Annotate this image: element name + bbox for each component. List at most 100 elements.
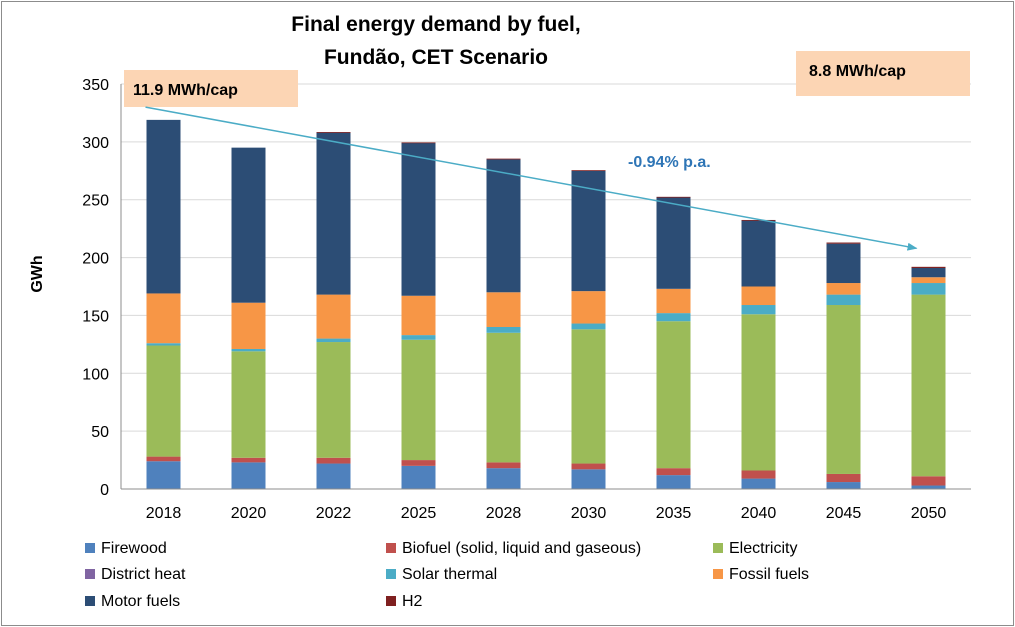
bar-segment [741,314,776,471]
y-tick-label: 50 [91,424,109,441]
legend-entry: H2 [402,593,423,610]
bar-segment [146,456,181,462]
end-per-capita-label: 8.8 MWh/cap [809,63,906,80]
bar-segment [911,283,946,295]
x-tick-label: 2028 [486,505,522,522]
bar-segment [826,242,861,244]
chart-title-line-2: Fundão, CET Scenario [324,46,548,69]
legend-entry: Solar thermal [402,566,497,583]
x-tick-label: 2018 [146,505,182,522]
bar-segment [571,170,606,172]
bar-segment [826,294,861,306]
bar-segment [826,283,861,295]
bar-segment [741,470,776,479]
bar-segment [826,482,861,489]
legend-swatch [386,596,396,606]
bar-segment [486,158,521,160]
bar-segment [316,463,351,489]
bar-segment [146,293,181,344]
bars [146,119,946,489]
legend-entry: Fossil fuels [729,566,809,583]
bar-segment [401,295,436,336]
bar-segment [146,345,181,457]
bar-segment [401,143,436,296]
end-callout-box [796,51,970,96]
start-per-capita-label: 11.9 MWh/cap [133,82,238,99]
bar-segment [401,460,436,466]
legend-swatch [85,596,95,606]
bar-segment [571,463,606,470]
y-tick-label: 0 [100,482,109,499]
start-callout-box [124,70,298,107]
y-tick-label: 200 [82,251,109,268]
bar-segment [316,132,351,295]
legend-swatch [85,543,95,553]
x-tick-label: 2045 [826,505,862,522]
bar-segment [911,476,946,486]
chart-title-line-1: Final energy demand by fuel, [291,13,580,36]
y-tick-label: 350 [82,77,109,94]
x-tick-label: 2050 [911,505,947,522]
bar-segment [911,485,946,489]
legend-swatch [85,569,95,579]
bar-segment [741,478,776,489]
bar-segment [486,292,521,327]
bar-segment [316,457,351,464]
bar-segment [826,305,861,474]
bar-segment [401,335,436,340]
trend-arrow-line [145,106,918,251]
bar-segment [826,243,861,284]
legend-entry: Firewood [101,540,167,557]
x-tick-label: 2030 [571,505,607,522]
bar-segment [486,332,521,463]
legend-entry: District heat [101,566,186,583]
trend-arrow [145,106,918,251]
y-axis-label: GWh [29,255,46,292]
bar-segment [486,462,521,469]
legend: Firewood Biofuel (solid, liquid and gaseo… [85,540,809,610]
bar-segment [741,220,776,287]
bar-segment [826,473,861,483]
legend-entry: Electricity [729,540,797,557]
x-tick-label: 2035 [656,505,692,522]
bar-segment [146,461,181,489]
bar-segment [656,288,691,314]
y-tick-label: 250 [82,193,109,210]
bar-segment [656,468,691,476]
start-per-capita-callout: 11.9 MWh/cap [124,70,298,107]
legend-swatch [386,543,396,553]
bar-segment [401,339,436,461]
bar-segment [231,302,266,349]
trend-label: -0.94% p.a. [628,154,711,171]
bar-segment [316,342,351,458]
legend-swatch [713,569,723,579]
x-tick-label: 2025 [401,505,437,522]
bar-segment [571,291,606,324]
bar-segment [741,219,776,221]
bar-segment [911,277,946,284]
bar-segment [146,119,181,294]
bar-segment [571,469,606,489]
bar-segment [316,294,351,339]
bar-segment [316,132,351,133]
bar-segment [656,475,691,489]
bar-segment [231,462,266,489]
bar-segment [656,197,691,289]
bar-segment [146,343,181,346]
bar-segment [486,159,521,293]
bar-segment [656,321,691,469]
legend-entry: Biofuel (solid, liquid and gaseous) [402,540,641,557]
y-tick-label: 150 [82,308,109,325]
bar-segment [316,338,351,343]
bar-segment [486,468,521,489]
bar-segment [741,286,776,306]
x-tick-label: 2020 [231,505,267,522]
bar-segment [911,266,946,268]
axes: 0 50 100 150 200 250 300 350 2018 2020 2022 2025 202… [82,77,971,522]
end-per-capita-callout: 8.8 MWh/cap [796,51,970,96]
bar-segment [571,323,606,330]
bar-segment [741,305,776,315]
bar-segment [231,457,266,463]
bar-segment [911,294,946,477]
